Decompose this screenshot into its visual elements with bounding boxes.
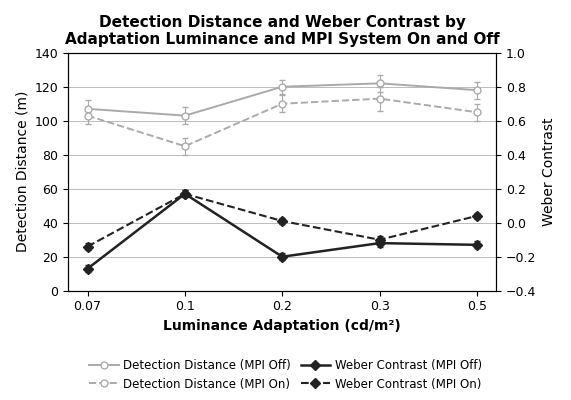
- X-axis label: Luminance Adaptation (cd/m²): Luminance Adaptation (cd/m²): [163, 319, 401, 333]
- Y-axis label: Detection Distance (m): Detection Distance (m): [15, 91, 29, 252]
- Legend: Detection Distance (MPI Off), Detection Distance (MPI On), Weber Contrast (MPI O: Detection Distance (MPI Off), Detection …: [86, 355, 485, 394]
- Y-axis label: Weber Contrast: Weber Contrast: [542, 118, 556, 226]
- Title: Detection Distance and Weber Contrast by
Adaptation Luminance and MPI System On : Detection Distance and Weber Contrast by…: [65, 15, 500, 47]
